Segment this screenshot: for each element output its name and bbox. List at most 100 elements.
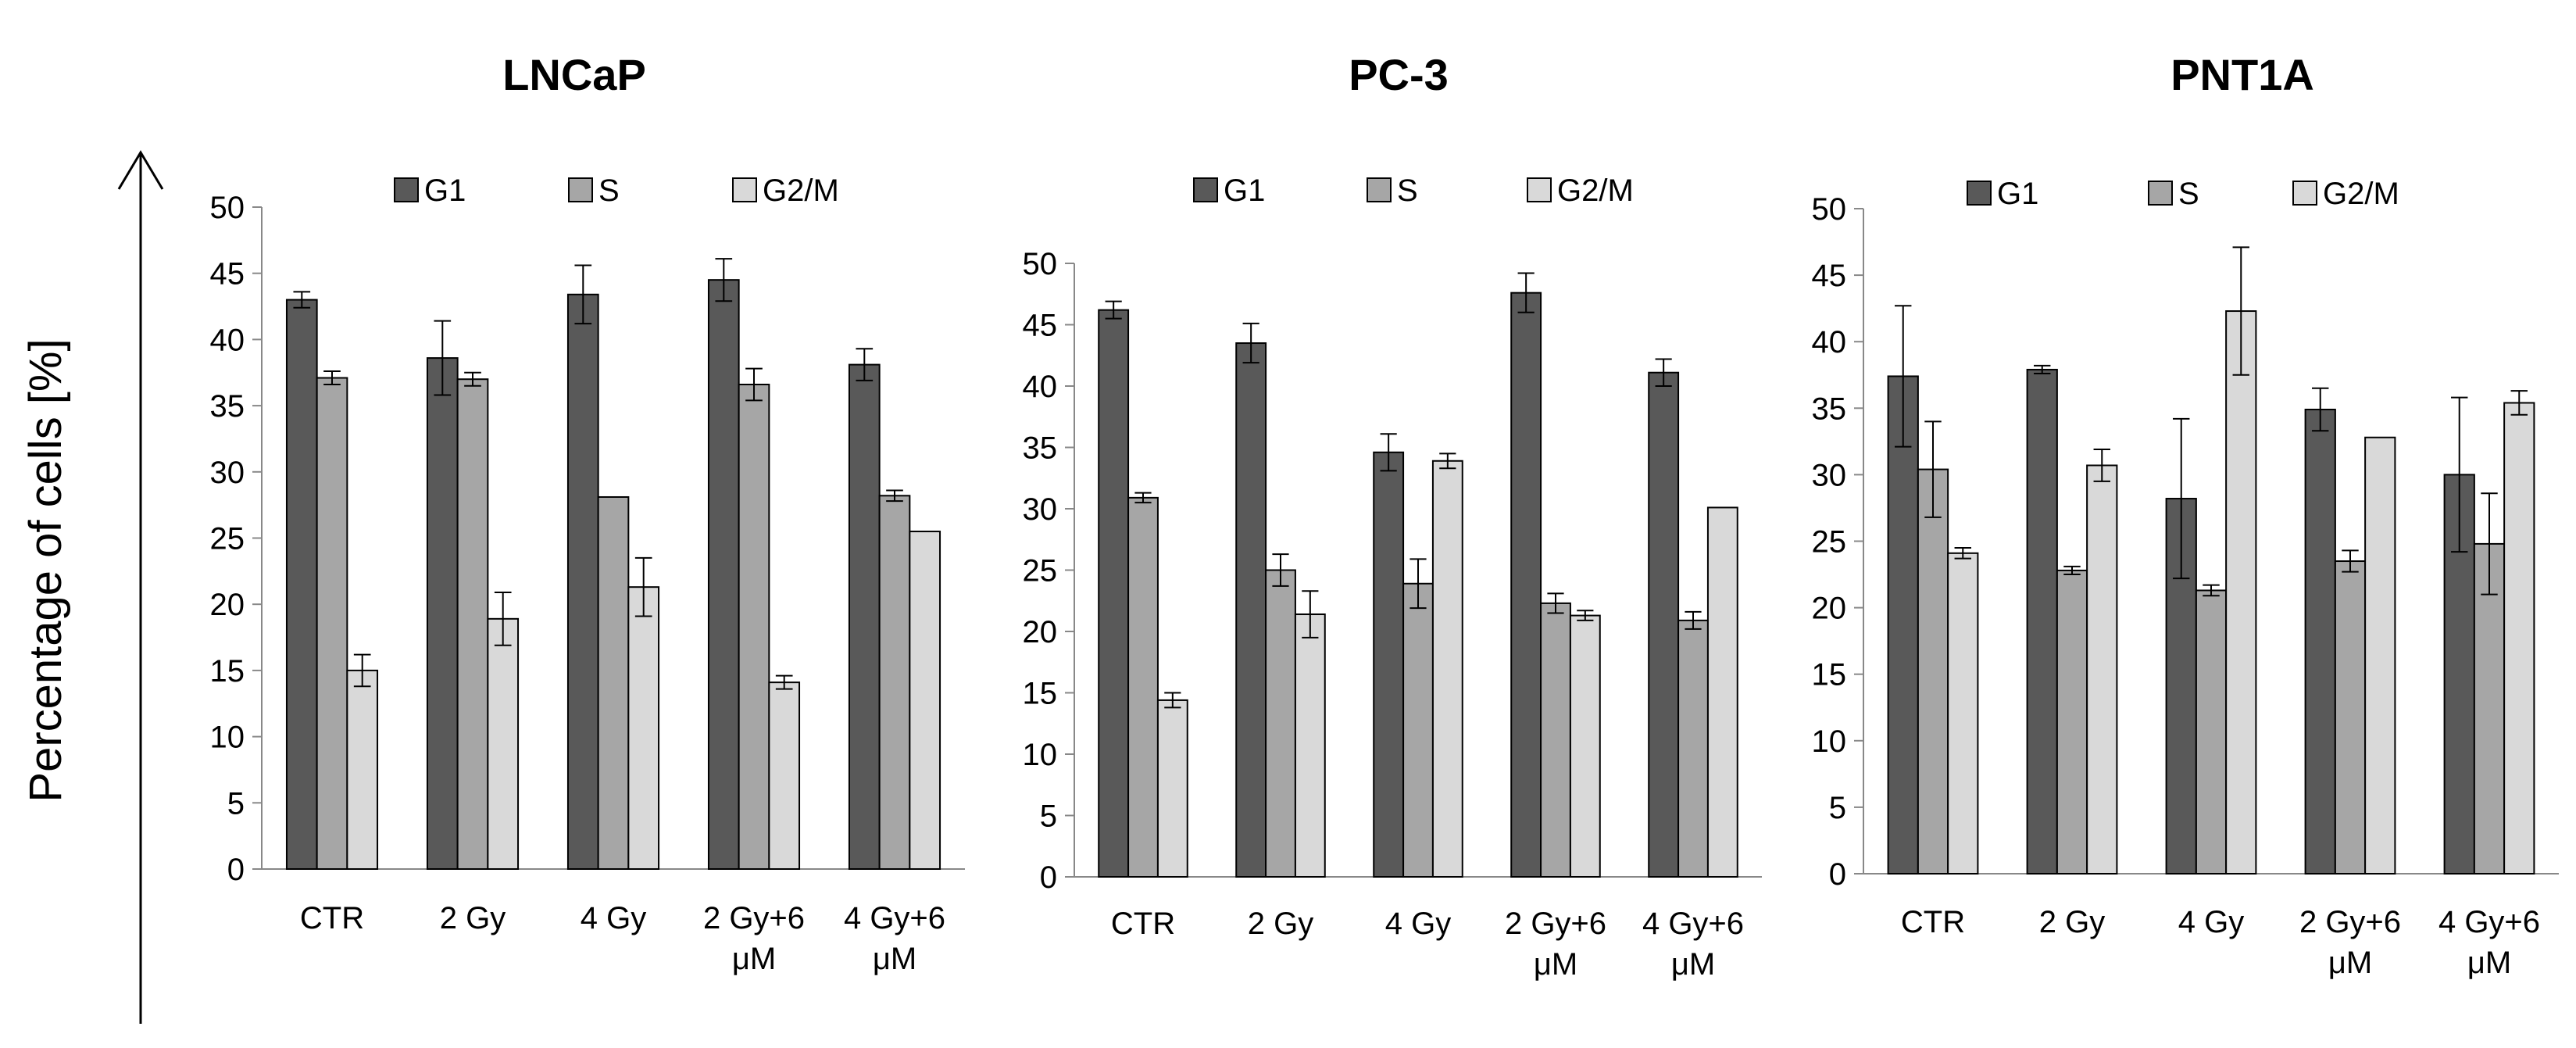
bar-g2-m-4-gy-6-um (1706, 506, 1738, 878)
x-tick-label: 2 Gy (2039, 905, 2105, 939)
bar-s-2-gy (456, 378, 489, 871)
error-bar (1895, 305, 1912, 448)
y-tick-label: 25 (1023, 554, 1058, 588)
error-bar (293, 291, 311, 309)
y-axis-arrow (117, 150, 164, 1024)
panel-lncap: LNCaP 0 5 10 15 20 25 30 35 40 45 50 CTR 2 Gy 4 Gy 2 Gy… (210, 50, 965, 976)
bar-s-ctr (316, 377, 348, 870)
bar-g2-m-ctr (1156, 699, 1188, 878)
error-bar (2063, 565, 2081, 576)
error-bar (2034, 364, 2051, 375)
error-bar (2312, 387, 2329, 432)
error-bar (2173, 417, 2190, 580)
error-bar (323, 370, 341, 385)
x-tick-label: 4 Gy+6 μM (2438, 905, 2540, 980)
error-bar (1272, 553, 1289, 587)
error-bar (715, 258, 733, 302)
y-tick-label: 40 (210, 323, 245, 357)
y-tick-label: 0 (1829, 857, 1846, 892)
bar-g2-m-4-gy-6-um (2503, 402, 2535, 875)
x-tick-label: CTR (1901, 905, 1965, 939)
bar-g2-m-2-gy-6-um (2364, 436, 2396, 875)
y-tick-label: 10 (210, 721, 245, 755)
y-tick-label: 40 (1812, 325, 1847, 359)
error-bar (1577, 610, 1594, 621)
bar-g2-m-ctr (1947, 552, 1979, 875)
error-bar (1547, 592, 1564, 614)
legend-label-s: S (1397, 173, 1418, 208)
panel-title: LNCaP (502, 50, 646, 99)
y-tick-label: 30 (210, 456, 245, 490)
y-tick-label: 40 (1023, 370, 1058, 404)
bar-g2-m-2-gy-6-um (1569, 614, 1601, 878)
bar-s-4-gy (1402, 582, 1434, 878)
y-tick-label: 20 (1023, 615, 1058, 649)
y-axis-label: Percentage of cells [%] (20, 338, 71, 802)
y-tick-label: 35 (210, 389, 245, 424)
error-bar (464, 371, 481, 387)
error-bar (1517, 272, 1535, 313)
y-tick-label: 15 (210, 654, 245, 689)
error-bar (1409, 558, 1427, 610)
error-bar (856, 348, 874, 381)
legend: G1 S G2/M (1967, 177, 2399, 211)
bar-s-2-gy (2056, 569, 2088, 875)
error-bar (2342, 549, 2359, 573)
error-bar (886, 489, 903, 503)
bar-g1-2-gy (2026, 368, 2058, 875)
legend-swatch-g1 (1193, 177, 1218, 202)
error-bar (2203, 584, 2220, 597)
legend-label-s: S (598, 173, 620, 208)
bar-s-2-gy-6-um (2334, 560, 2367, 875)
legend: G1 S G2/M (1193, 173, 1634, 208)
y-tick-label: 5 (227, 786, 245, 821)
error-bar (353, 653, 371, 688)
bar-g1-4-gy-6-um (848, 363, 881, 870)
legend-label-g1: G1 (1997, 177, 2038, 211)
bar-g2-m-4-gy (1431, 460, 1463, 878)
y-tick-label: 45 (1812, 259, 1847, 293)
y-tick-label: 25 (1812, 525, 1847, 560)
error-bar (434, 320, 452, 396)
error-bar (1302, 590, 1319, 638)
error-bar (1164, 692, 1181, 709)
bar-g1-2-gy (426, 357, 459, 870)
y-tick-label: 20 (210, 588, 245, 622)
y-tick-label: 30 (1812, 458, 1847, 492)
error-bar (745, 367, 763, 402)
error-bar (1924, 420, 1942, 518)
x-tick-label: 4 Gy+6 μM (844, 901, 945, 976)
panel-pc-3: PC-3 0 5 10 15 20 25 30 35 40 45 50 CTR 2 Gy 4 Gy 2 Gy+… (1023, 50, 1762, 982)
x-tick-label: 4 Gy+6 μM (1642, 907, 1744, 982)
y-tick-label: 15 (1812, 658, 1847, 692)
x-tick-label: CTR (300, 901, 364, 935)
y-tick-label: 45 (1023, 309, 1058, 343)
legend-label-g2-m: G2/M (1557, 173, 1634, 208)
panel-pnt1a: PNT1A 0 5 10 15 20 25 30 35 40 45 50 CTR 2 Gy 4 Gy 2 Gy… (1812, 50, 2559, 980)
y-tick-label: 5 (1829, 791, 1846, 825)
error-bar (2481, 492, 2498, 596)
bar-g1-2-gy (1235, 342, 1267, 878)
panel-title: PC-3 (1349, 50, 1449, 99)
error-bar (1439, 452, 1456, 470)
bar-g1-4-gy (1373, 451, 1405, 878)
legend: G1 S G2/M (394, 173, 839, 208)
bar-s-4-gy-6-um (1677, 619, 1709, 878)
bar-g1-ctr (1887, 375, 1919, 875)
legend-swatch-g1 (394, 177, 419, 202)
y-tick-label: 45 (210, 257, 245, 292)
y-tick-label: 50 (1812, 192, 1847, 227)
bar-s-ctr (1127, 496, 1159, 878)
error-bar (775, 674, 793, 690)
bar-g2-m-4-gy-6-um (909, 531, 941, 871)
bar-s-4-gy-6-um (878, 495, 911, 870)
bar-g2-m-4-gy (2225, 310, 2257, 875)
bar-g1-ctr (285, 299, 318, 870)
legend-label-g1: G1 (1224, 173, 1265, 208)
error-bar (2093, 449, 2110, 482)
bar-g2-m-2-gy (2086, 464, 2118, 875)
legend-swatch-g2-m (2292, 181, 2317, 206)
y-tick-label: 0 (227, 853, 245, 887)
bar-g1-4-gy-6-um (1648, 371, 1680, 878)
bar-s-2-gy (1265, 569, 1296, 878)
